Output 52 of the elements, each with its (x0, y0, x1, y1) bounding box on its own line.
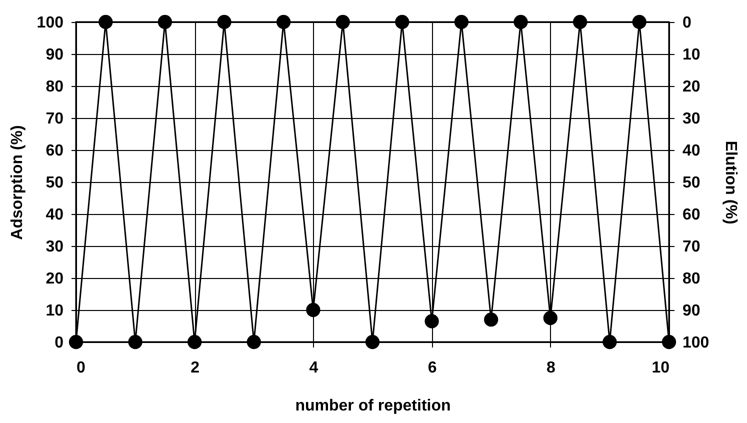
y2-tick-label: 70 (682, 238, 700, 256)
point (395, 14, 410, 30)
y-tick-label: 90 (46, 46, 64, 64)
point (632, 14, 646, 30)
point (514, 14, 528, 30)
y-tick-label: 20 (46, 270, 64, 288)
point (98, 14, 113, 30)
y-tick-label: 80 (46, 78, 64, 96)
y2-tick-label: 40 (682, 142, 700, 160)
y2-tick-label: 10 (682, 46, 700, 64)
point (424, 314, 439, 328)
y-tick-label: 30 (46, 238, 64, 256)
point (128, 334, 142, 350)
x-tick-label: 2 (190, 360, 200, 376)
x-tick-label: 6 (428, 360, 437, 376)
y-tick-label: 40 (46, 206, 64, 224)
point (158, 14, 172, 30)
point (572, 14, 588, 30)
y2-tick-label: 100 (682, 334, 710, 352)
y-tick-label: 60 (46, 142, 64, 160)
point (365, 334, 380, 350)
y-tick-label: 100 (36, 14, 64, 32)
point (484, 312, 498, 327)
point (68, 334, 84, 350)
y2-axis-title: Elution (%) (722, 140, 740, 224)
point (336, 14, 350, 30)
point (662, 334, 676, 350)
y-tick-label: 50 (46, 174, 64, 192)
point (276, 14, 291, 30)
point (306, 302, 320, 318)
y2-tick-label: 0 (682, 14, 692, 32)
point (188, 334, 202, 350)
point (246, 334, 261, 350)
point (454, 14, 469, 30)
x-tick-label: 8 (546, 360, 556, 376)
point (602, 334, 617, 350)
y-tick-label: 70 (46, 110, 64, 128)
x-tick-label: 0 (76, 360, 86, 376)
y2-tick-label: 50 (682, 174, 700, 192)
y-axis-title: Adsorption (%) (8, 125, 26, 240)
y2-tick-label: 80 (682, 270, 700, 288)
point (217, 14, 232, 30)
y2-tick-label: 60 (682, 206, 700, 224)
y2-tick-label: 30 (682, 110, 700, 128)
x-axis-title: number of repetition (295, 398, 451, 414)
x-tick-label: 10 (652, 360, 670, 376)
x-tick-label: 4 (309, 360, 318, 376)
y-tick-label: 0 (54, 334, 64, 352)
point (543, 310, 558, 326)
y-tick-label: 10 (46, 302, 64, 320)
y2-tick-label: 90 (682, 302, 700, 320)
y2-tick-label: 20 (682, 78, 700, 96)
